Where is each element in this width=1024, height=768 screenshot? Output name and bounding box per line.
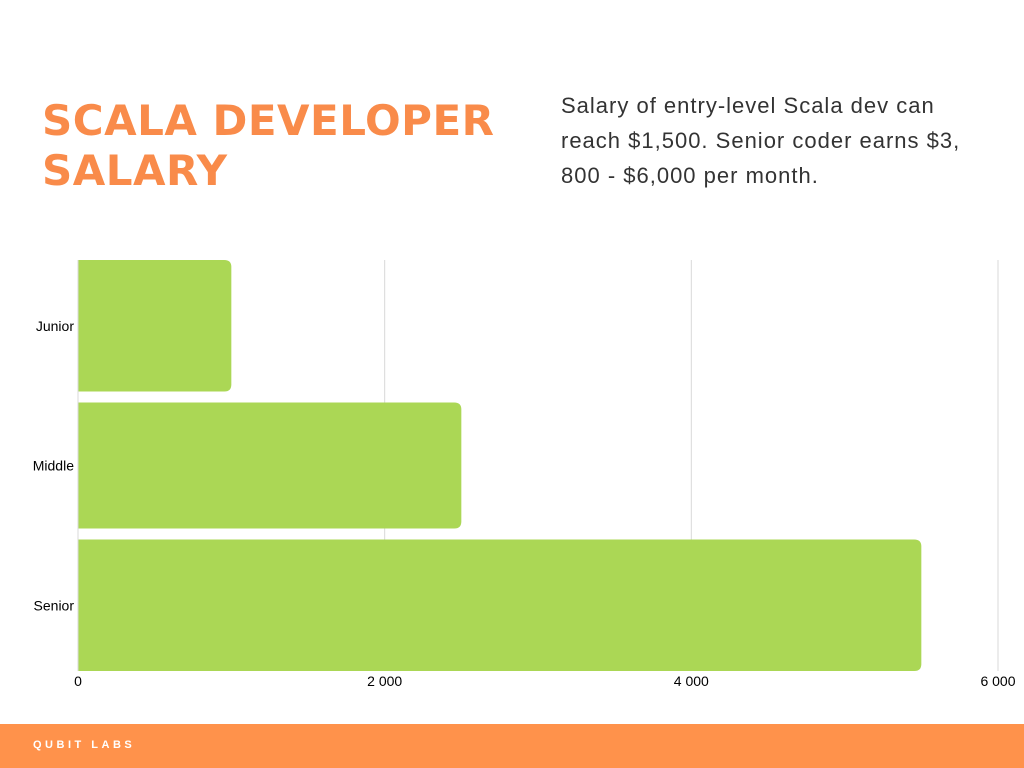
footer-brand: QUBIT LABS — [33, 739, 136, 751]
bar-senior — [78, 539, 922, 671]
page-title: SCALA DEVELOPER SALARY — [42, 96, 495, 195]
footer-bar: QUBIT LABS — [0, 724, 1024, 768]
x-tick-label-2: 4 000 — [674, 673, 709, 689]
bar-middle — [78, 402, 462, 529]
x-tick-label-0: 0 — [74, 673, 82, 689]
salary-bar-chart: Junior Middle Senior 0 2 000 4 000 6 000 — [33, 260, 1016, 689]
category-label-senior: Senior — [34, 597, 75, 613]
category-label-junior: Junior — [36, 318, 74, 334]
category-label-middle: Middle — [33, 458, 74, 474]
x-tick-label-1: 2 000 — [367, 673, 402, 689]
salary-description: Salary of entry-level Scala dev can reac… — [561, 93, 961, 188]
x-tick-label-3: 6 000 — [980, 673, 1015, 689]
bar-junior — [78, 260, 232, 392]
